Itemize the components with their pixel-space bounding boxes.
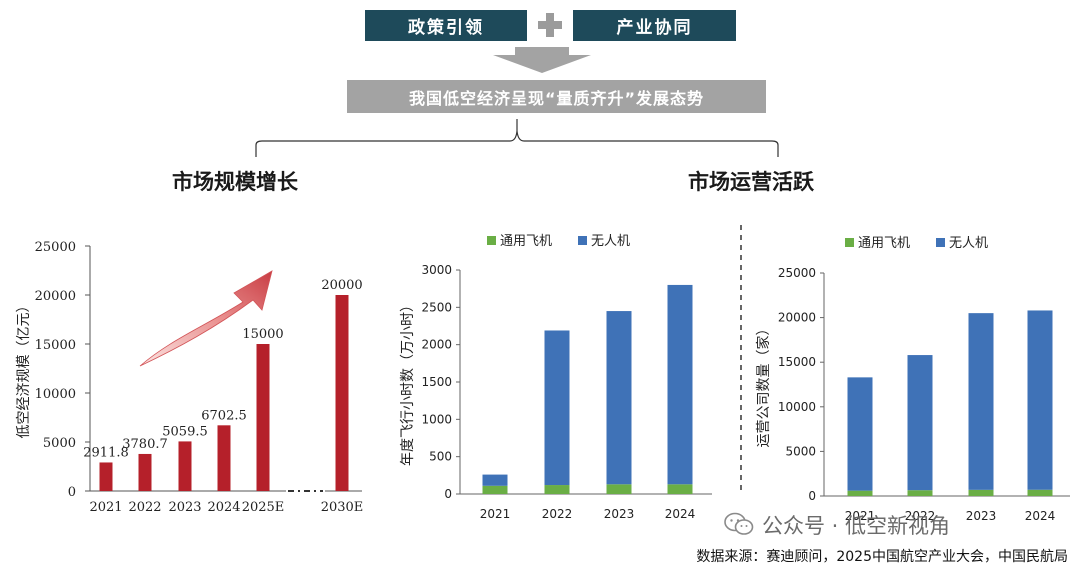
bar-segment xyxy=(1027,489,1053,496)
y-tick-label: 25000 xyxy=(778,266,816,280)
x-tick-label: 2023 xyxy=(604,507,635,521)
bar-segment xyxy=(968,489,994,496)
bar-segment xyxy=(667,484,693,494)
bar xyxy=(99,462,113,491)
legend-label: 通用飞机 xyxy=(858,236,910,251)
y-tick-label: 10000 xyxy=(778,400,816,414)
y-tick-label: 3000 xyxy=(421,263,452,277)
bar-segment xyxy=(544,485,570,494)
data-label: 2911.8 xyxy=(83,445,129,460)
x-tick-label: 2021 xyxy=(845,509,876,523)
data-label: 5059.5 xyxy=(162,424,208,439)
legend-label: 通用飞机 xyxy=(500,234,552,249)
bar xyxy=(178,441,192,491)
bar xyxy=(217,425,231,491)
plus-icon xyxy=(538,13,562,37)
x-tick-label: 2021 xyxy=(89,500,122,515)
data-label: 6702.5 xyxy=(201,408,247,423)
bar xyxy=(335,295,349,491)
x-tick-label: 2021 xyxy=(480,507,511,521)
market-size-chart: 0 5000 10000 15000 20000 25000 2911.8 2021 3780.… xyxy=(16,240,364,515)
x-tick-label: 2022 xyxy=(542,507,573,521)
x-tick-label: 2023 xyxy=(168,500,201,515)
legend-label: 无人机 xyxy=(591,234,630,249)
bar-segment xyxy=(606,311,632,485)
y-tick-label: 500 xyxy=(429,450,452,464)
y-tick-label: 20000 xyxy=(35,289,76,304)
down-arrow-icon xyxy=(493,47,591,73)
y-tick-label: 20000 xyxy=(778,311,816,325)
x-tick-label: 2022 xyxy=(905,509,936,523)
bar-segment xyxy=(606,484,632,494)
watermark: 公众号 · 低空新视角 xyxy=(724,510,950,540)
data-label: 15000 xyxy=(242,327,283,342)
x-tick-label: 2022 xyxy=(128,500,161,515)
chart-divider xyxy=(740,225,742,493)
bar xyxy=(138,453,152,491)
y-tick-label: 15000 xyxy=(778,355,816,369)
x-tick-label: 2024 xyxy=(1025,509,1056,523)
y-tick-label: 15000 xyxy=(35,338,76,353)
y-tick-label: 2500 xyxy=(421,300,452,314)
bar-segment xyxy=(907,490,933,496)
y-tick-label: 1000 xyxy=(421,412,452,426)
y-tick-label: 2000 xyxy=(421,338,452,352)
legend-label: 无人机 xyxy=(949,236,988,251)
market-size-title: 市场规模增长 xyxy=(172,170,298,194)
bar-segment xyxy=(667,284,693,485)
y-tick-label: 10000 xyxy=(35,387,76,402)
data-label: 3780.7 xyxy=(122,437,168,452)
y-axis-label: 运营公司数量（家） xyxy=(755,322,772,448)
x-tick-label: 2024 xyxy=(207,500,240,515)
y-axis-label: 年度飞行小时数（万小时） xyxy=(400,298,416,466)
legend-swatch xyxy=(487,236,496,245)
y-tick-label: 0 xyxy=(68,485,76,500)
bar-segment xyxy=(482,485,508,494)
y-tick-label: 1500 xyxy=(421,375,452,389)
industry-box: 产业协同 xyxy=(573,10,736,41)
data-source: 数据来源：赛迪顾问，2025中国航空产业大会，中国民航局 xyxy=(696,549,1068,565)
legend-swatch xyxy=(578,236,587,245)
y-tick-label: 0 xyxy=(444,487,452,501)
bar-segment xyxy=(544,330,570,486)
flight-hours-chart: 0 500 1000 1500 2000 2500 3000 2021 2022 2023 2024… xyxy=(400,234,712,521)
bar-segment xyxy=(968,313,994,490)
y-tick-label: 5000 xyxy=(43,436,76,451)
y-tick-label: 5000 xyxy=(785,444,816,458)
bar-segment xyxy=(907,355,933,491)
y-tick-label: 0 xyxy=(808,489,816,503)
bar-segment xyxy=(482,474,508,486)
growth-arrow xyxy=(139,270,273,367)
legend-swatch xyxy=(936,238,945,247)
x-tick-label: 2030E xyxy=(321,500,364,515)
y-axis-label: 低空经济规模（亿元） xyxy=(16,299,32,439)
bar-segment xyxy=(1027,310,1053,490)
policy-box: 政策引领 xyxy=(365,10,527,41)
bar-segment xyxy=(847,377,873,491)
operating-companies-chart: 0 5000 10000 15000 20000 25000 2021 2022 2023 202… xyxy=(755,236,1070,523)
legend-swatch xyxy=(845,238,854,247)
x-tick-label: 2023 xyxy=(966,509,997,523)
y-tick-label: 25000 xyxy=(35,240,76,255)
data-label: 20000 xyxy=(321,278,362,293)
market-operation-title: 市场运营活跃 xyxy=(688,170,814,194)
wechat-icon xyxy=(724,512,754,535)
x-tick-label: 2024 xyxy=(665,507,696,521)
section-brace xyxy=(255,119,779,157)
trend-banner: 我国低空经济呈现“量质齐升”发展态势 xyxy=(347,80,766,113)
bar xyxy=(256,344,270,491)
x-tick-label: 2025E xyxy=(242,500,285,515)
bar-segment xyxy=(847,490,873,496)
watermark-text: 公众号 · 低空新视角 xyxy=(762,514,951,538)
